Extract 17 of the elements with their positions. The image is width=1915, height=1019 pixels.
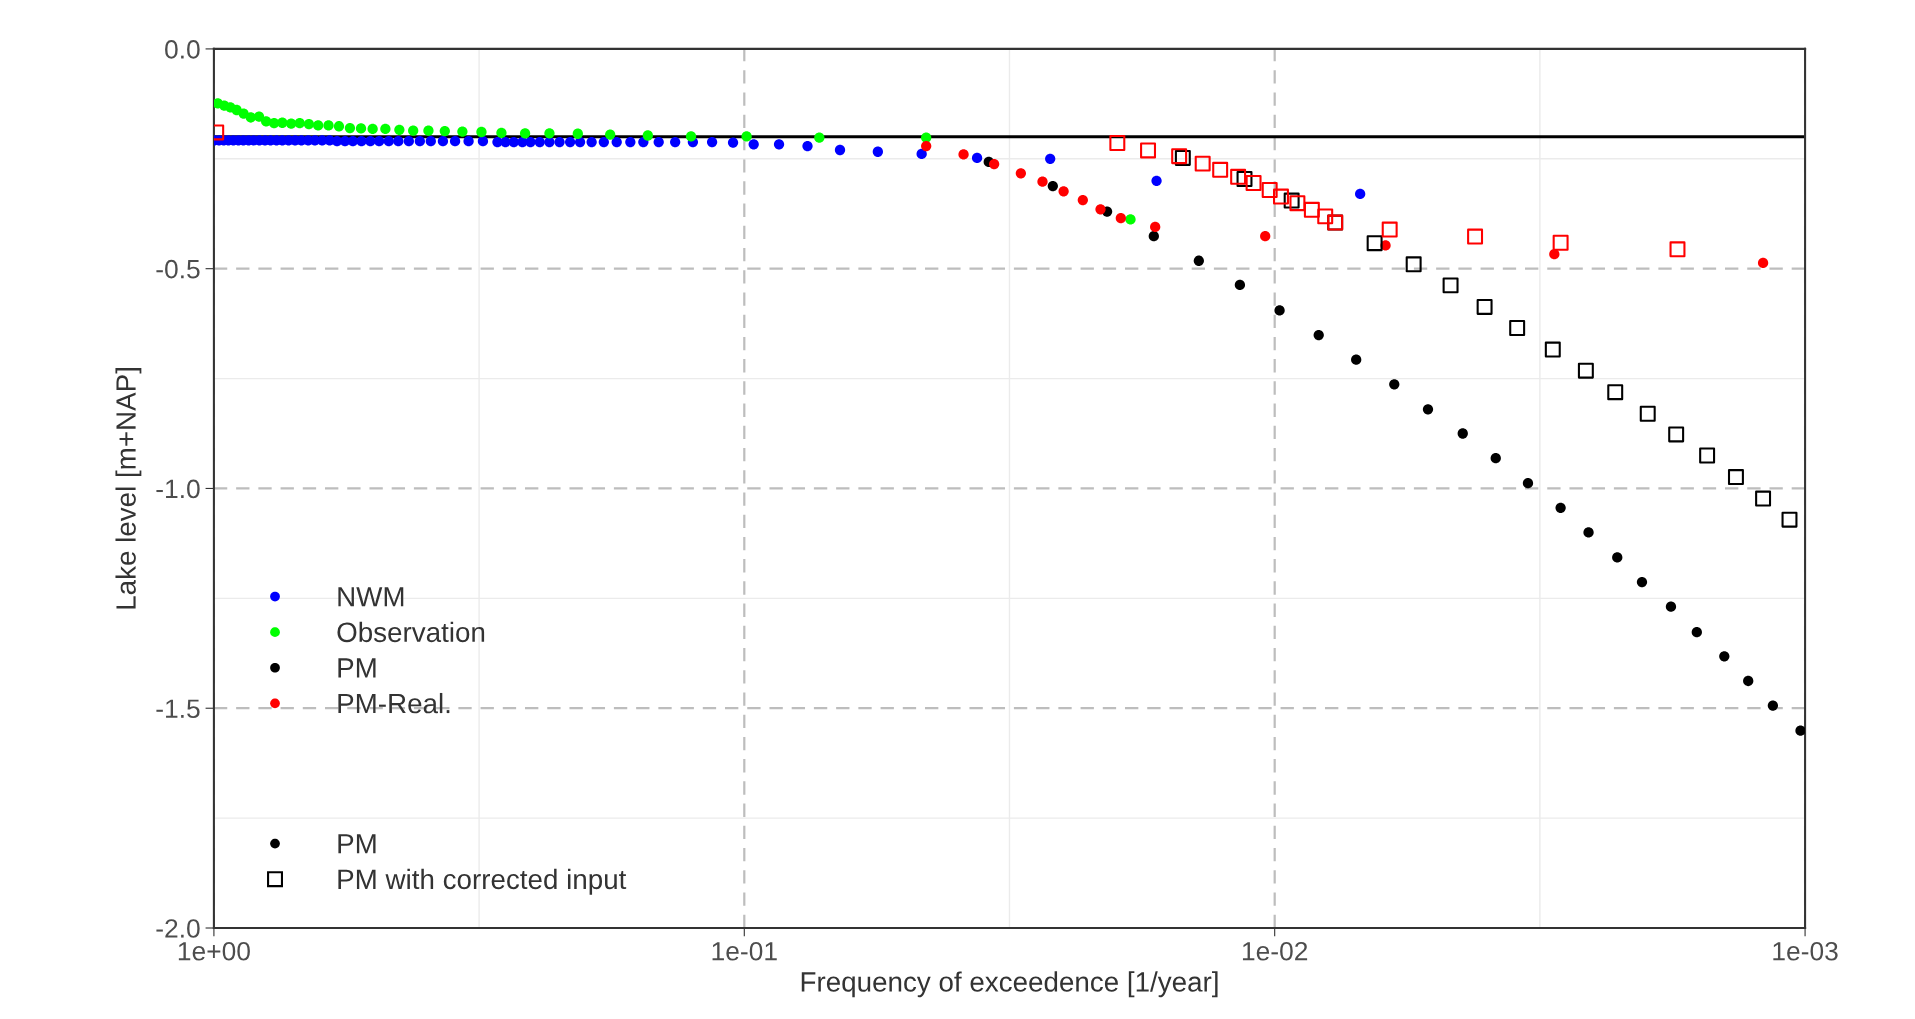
legend-label: PM with corrected input bbox=[338, 868, 627, 895]
x-tick-label: 1e-01 bbox=[712, 941, 777, 961]
legend-label: NWM bbox=[338, 587, 404, 607]
text: PM bbox=[338, 834, 376, 854]
legend-label: PM bbox=[338, 658, 376, 678]
x-axis-title: Frequency of exceedence [1/year] bbox=[801, 971, 1218, 998]
y-tick-label: -0.5 bbox=[156, 259, 200, 279]
x-tick-label: 1e+00 bbox=[178, 941, 250, 961]
y-tick-label: 0.0 bbox=[165, 40, 200, 59]
legend-label: Observation bbox=[337, 621, 485, 643]
y-tick-label: -1.0 bbox=[156, 479, 200, 499]
y-axis-title: Lake level [m+NAP] bbox=[115, 368, 142, 609]
legend-label: PM-Real. bbox=[338, 692, 450, 714]
x-tick-label: 1e-02 bbox=[1242, 941, 1308, 961]
y-tick-label: -1.5 bbox=[156, 699, 200, 719]
x-tick-label: 1e-03 bbox=[1773, 941, 1838, 961]
y-tick-label: -2.0 bbox=[156, 919, 200, 938]
